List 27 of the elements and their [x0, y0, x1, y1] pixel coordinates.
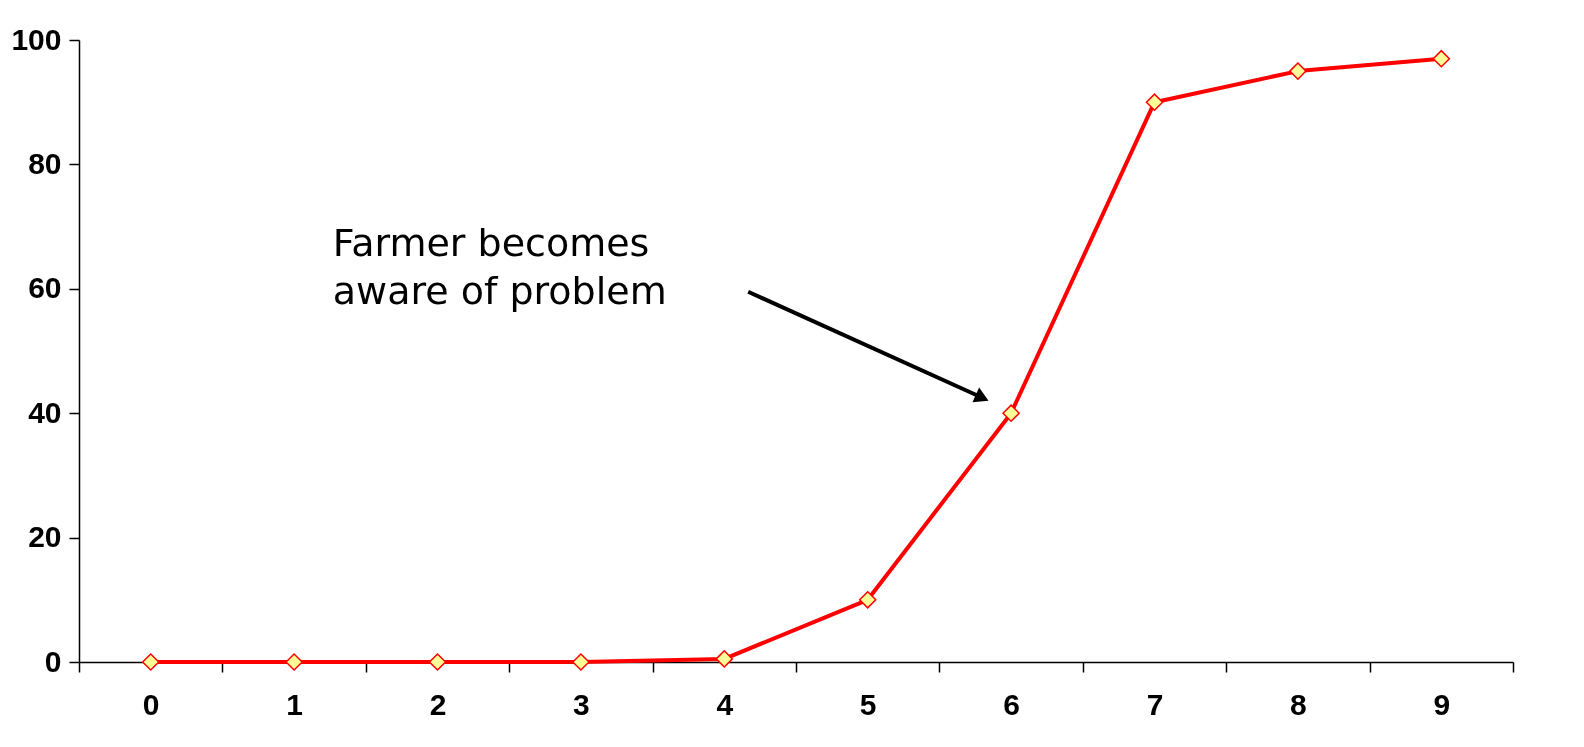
annotation: Farmer becomes aware of problem — [332, 221, 667, 314]
y-tick-label: 40 — [28, 395, 62, 429]
y-tick-label: 80 — [28, 146, 62, 180]
point — [285, 653, 303, 671]
point — [1432, 49, 1451, 68]
x-tick-label: 7 — [1146, 687, 1164, 721]
point — [428, 653, 447, 671]
x-tick-label: 4 — [716, 687, 734, 721]
y-tick-label: 100 — [11, 22, 62, 56]
x-tick-label: 0 — [142, 687, 160, 721]
point — [1145, 93, 1164, 112]
x-tick-label: 2 — [429, 687, 447, 721]
x-tick-label: 5 — [859, 687, 877, 721]
x-tick-label: 9 — [1433, 687, 1451, 721]
point — [141, 653, 160, 671]
point — [1002, 404, 1020, 423]
x-tick-label: 6 — [1003, 687, 1020, 721]
y-tick-label: 60 — [28, 271, 62, 305]
point — [572, 653, 590, 671]
point — [1289, 62, 1307, 80]
point — [715, 650, 734, 668]
x-tick-label: 8 — [1290, 687, 1307, 721]
y-tick-label: 20 — [28, 520, 62, 554]
x-tick-label: 1 — [286, 687, 303, 721]
point — [858, 590, 877, 609]
y-tick-label: 0 — [44, 644, 62, 678]
x-tick-label: 3 — [573, 687, 590, 721]
